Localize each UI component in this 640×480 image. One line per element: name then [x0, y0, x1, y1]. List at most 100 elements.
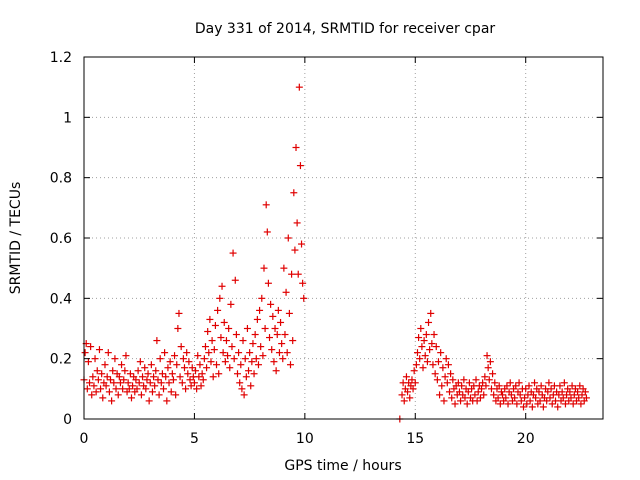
data-point [478, 385, 486, 393]
data-point [290, 189, 298, 197]
x-tick-label: 10 [296, 431, 314, 447]
data-point [546, 394, 554, 402]
data-point [282, 288, 290, 296]
data-point [515, 379, 523, 387]
data-point [280, 264, 288, 272]
x-tick-label: 20 [517, 431, 535, 447]
data-point [480, 391, 488, 399]
data-point [93, 367, 101, 375]
data-point [233, 370, 241, 378]
data-point [516, 391, 524, 399]
data-point [398, 391, 406, 399]
data-point [300, 294, 308, 302]
data-point [416, 355, 424, 363]
data-point [548, 400, 556, 408]
data-point [294, 270, 302, 278]
data-point [446, 388, 454, 396]
data-point [489, 370, 497, 378]
data-point [526, 397, 534, 405]
data-point [281, 331, 289, 339]
data-point [201, 343, 209, 351]
data-point [272, 367, 280, 375]
data-point [241, 355, 249, 363]
data-point [296, 162, 304, 170]
data-point [214, 306, 222, 314]
axis-ticks [83, 56, 603, 420]
data-point [215, 370, 223, 378]
y-tick-label: 0.6 [50, 231, 72, 247]
data-point [570, 391, 578, 399]
data-point [88, 391, 96, 399]
data-point [86, 379, 94, 387]
data-point [216, 294, 224, 302]
data-point [219, 349, 227, 357]
data-point [118, 361, 126, 369]
data-point [187, 382, 195, 390]
data-point [154, 376, 162, 384]
data-point [408, 376, 416, 384]
data-point [152, 367, 160, 375]
data-point [295, 83, 303, 91]
data-point [556, 382, 564, 390]
data-point [266, 334, 274, 342]
data-point [418, 343, 426, 351]
data-point [422, 331, 430, 339]
data-point [409, 385, 417, 393]
data-point [107, 376, 115, 384]
data-point [240, 391, 248, 399]
data-point [415, 334, 423, 342]
data-point [449, 376, 457, 384]
data-point [447, 370, 455, 378]
data-point [132, 376, 140, 384]
data-point [502, 394, 510, 402]
data-point [198, 370, 206, 378]
data-point [246, 349, 254, 357]
data-points [80, 83, 590, 423]
data-point [108, 397, 116, 405]
data-point [94, 376, 102, 384]
data-point [194, 352, 202, 360]
x-tick-label: 5 [190, 431, 199, 447]
data-point [256, 306, 264, 314]
data-point [420, 337, 428, 345]
data-point [171, 352, 179, 360]
data-point [490, 391, 498, 399]
data-point [431, 370, 439, 378]
data-point [125, 385, 133, 393]
data-point [210, 346, 218, 354]
data-point [473, 397, 481, 405]
data-point [410, 367, 418, 375]
y-tick-label: 1.2 [50, 50, 72, 66]
data-point [481, 373, 489, 381]
data-point [421, 352, 429, 360]
data-point [513, 400, 521, 408]
data-point [269, 312, 277, 320]
data-point [196, 361, 204, 369]
data-point [218, 282, 226, 290]
data-point [162, 373, 170, 381]
data-point [83, 385, 91, 393]
data-point [89, 373, 97, 381]
data-point [230, 355, 238, 363]
data-point [521, 394, 529, 402]
data-point [430, 331, 438, 339]
data-point [226, 364, 234, 372]
data-point [292, 144, 300, 151]
data-point [221, 358, 229, 366]
data-point [109, 367, 117, 375]
data-point [402, 373, 410, 381]
data-point [259, 352, 267, 360]
data-point [204, 328, 212, 336]
data-point [578, 391, 586, 399]
data-point [213, 361, 221, 369]
data-point [439, 364, 447, 372]
data-point [528, 403, 536, 411]
data-point [264, 279, 272, 287]
data-point [460, 376, 468, 384]
data-point [454, 379, 462, 387]
data-point [229, 249, 237, 257]
data-point [141, 364, 149, 372]
data-point [151, 382, 159, 390]
data-point [200, 355, 208, 363]
data-point [539, 403, 547, 411]
